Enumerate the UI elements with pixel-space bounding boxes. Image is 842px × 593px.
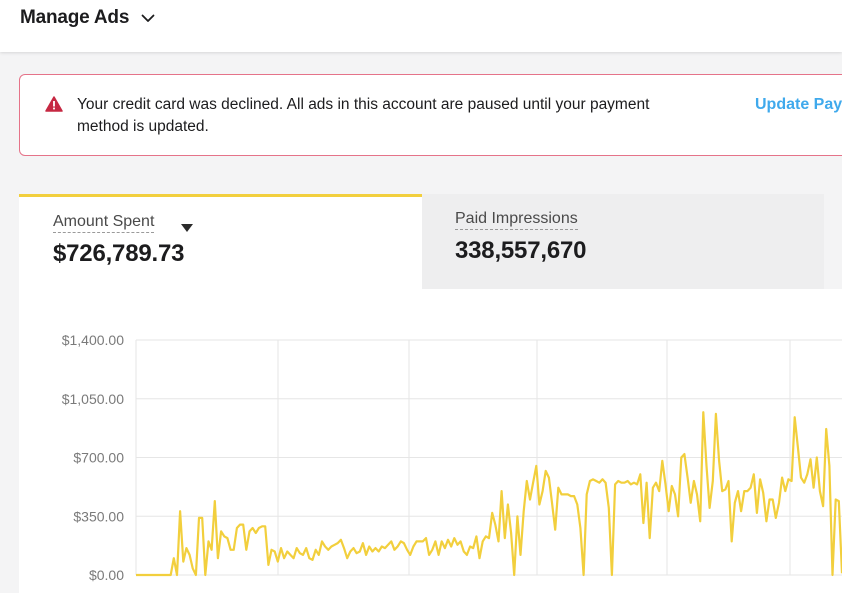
y-tick-label: $0.00: [89, 567, 124, 583]
y-tick-label: $1,400.00: [62, 332, 124, 348]
tab-paid-impressions[interactable]: Paid Impressions 338,557,670: [422, 194, 824, 289]
tab-label[interactable]: Amount Spent: [53, 213, 155, 233]
warning-icon: [45, 96, 63, 117]
chevron-down-icon[interactable]: [141, 14, 155, 23]
series-line: [136, 411, 842, 577]
tab-amount-spent[interactable]: Amount Spent $726,789.73: [19, 194, 422, 289]
top-header: Manage Ads: [0, 0, 842, 52]
caret-down-icon[interactable]: [181, 219, 193, 237]
alert-message: Your credit card was declined. All ads i…: [77, 96, 650, 135]
y-tick-label: $1,050.00: [62, 391, 124, 407]
metrics-card: Amount Spent $726,789.73 Paid Impression…: [19, 194, 842, 593]
tab-label[interactable]: Paid Impressions: [455, 210, 578, 230]
payment-declined-alert: Your credit card was declined. All ads i…: [19, 74, 842, 156]
y-tick-label: $700.00: [73, 450, 124, 466]
y-tick-label: $350.00: [73, 508, 124, 524]
tab-value: $726,789.73: [53, 240, 185, 267]
page-title: Manage Ads: [20, 7, 130, 28]
tab-value: 338,557,670: [455, 237, 587, 264]
metric-tabs: Amount Spent $726,789.73 Paid Impression…: [19, 194, 842, 289]
update-payment-link[interactable]: Update Pay: [755, 96, 842, 113]
